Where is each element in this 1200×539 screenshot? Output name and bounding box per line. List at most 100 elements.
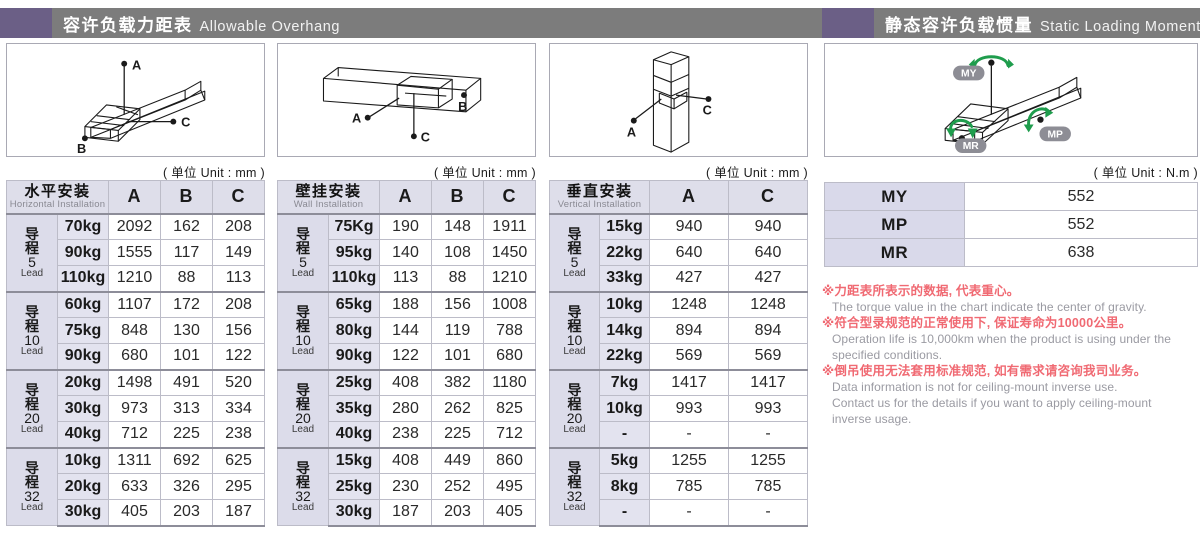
lead-group-label-32: 导程 32 Lead [277, 446, 329, 526]
diagram-label-a: A [132, 58, 141, 73]
value-cell-b: 491 [160, 368, 213, 396]
value-cell-b: 326 [160, 473, 213, 500]
table-row: --- [550, 421, 808, 449]
value-cell-a: 569 [649, 343, 729, 371]
lead-cn-2: 程 [25, 239, 39, 256]
header-title-cn: 容许负载力距表 [63, 15, 193, 35]
weight-cell: 15kg [328, 446, 380, 474]
table-row: 导程 32 Lead 15kg 408 449 860 [277, 446, 536, 526]
value-cell-b: 203 [431, 499, 484, 527]
weight-cell: 40kg [328, 421, 380, 449]
note-en-3-2: Contact us for the details if you want t… [832, 395, 1152, 410]
value-cell-b: 225 [160, 421, 213, 449]
value-cell-a: 238 [379, 421, 432, 449]
weight-cell: 75kg [57, 317, 109, 344]
header-title-en: Static Loading Moment [1040, 18, 1200, 35]
lead-en: Lead [563, 345, 586, 357]
table-header-title-cn: 水平安装 [24, 183, 91, 201]
table-row: 导程 10 Lead 10kg 1248 1248 [549, 290, 808, 370]
table-header-title: 水平安装 Horizontal Installation [6, 180, 109, 214]
notes-block: ※力距表所表示的数据, 代表重心。 The torque value in the… [822, 283, 1200, 427]
lead-number: 5 [28, 253, 36, 270]
value-cell-c: 208 [212, 212, 265, 240]
lead-cn-2: 程 [25, 395, 39, 412]
table-header-title-en: Wall Installation [293, 199, 364, 211]
lead-cn-2: 程 [567, 473, 582, 490]
weight-cell: 65kg [328, 290, 380, 318]
value-cell-c: 1450 [483, 239, 536, 266]
lead-group-label-10: 导程 10 Lead [549, 290, 600, 370]
value-cell-a: 1417 [649, 368, 729, 396]
diagram-horizontal-installation: A C B [6, 43, 265, 157]
table-row: 导程 32 Lead 5kg 1255 1255 [549, 446, 808, 526]
moment-label-my: MY [824, 182, 965, 211]
value-cell-a: 640 [649, 239, 729, 266]
table-row: 80kg 144 119 788 [278, 317, 536, 344]
value-cell-c: 495 [483, 473, 536, 500]
value-cell-b: 88 [431, 265, 484, 293]
weight-cell: 20kg [57, 473, 109, 500]
lead-cn-1: 导 [296, 381, 310, 398]
weight-cell: 15kg [599, 212, 650, 240]
value-cell-c: 208 [212, 290, 265, 318]
table-row: 8kg 785 785 [550, 473, 808, 500]
diagram-vertical-installation: A C [549, 43, 808, 157]
table-header-title: 壁挂安装 Wall Installation [277, 180, 380, 214]
table-wall-installation: 壁挂安装 Wall Installation A B C 导程 5 Lead 75Kg 190 14… [277, 180, 536, 527]
moment-value-my: 552 [964, 182, 1198, 211]
weight-cell: 30kg [57, 395, 109, 422]
table-row: 导程 5 Lead 75Kg 190 148 1911 [277, 212, 536, 292]
value-cell-a: 1498 [108, 368, 161, 396]
weight-cell: 90kg [57, 239, 109, 266]
table-row: 14kg 894 894 [550, 317, 808, 344]
value-cell-c: 405 [483, 499, 536, 527]
lead-cn-2: 程 [567, 317, 582, 334]
table-column-header-c: C [212, 180, 265, 214]
value-cell-b: 203 [160, 499, 213, 527]
diagram-static-loading-moment: MY MP MR [824, 43, 1198, 157]
header-title-en: Allowable Overhang [199, 18, 341, 35]
header-titles: 容许负载力距表 Allowable Overhang [52, 11, 340, 36]
value-cell-c: 1180 [483, 368, 536, 396]
value-cell-a: 405 [108, 499, 161, 527]
value-cell-b: 108 [431, 239, 484, 266]
diagram-label-c: C [181, 115, 190, 130]
lead-cn-1: 导 [296, 303, 310, 320]
note-cn-1: ※力距表所表示的数据, 代表重心。 [822, 284, 1020, 298]
value-cell-a: 848 [108, 317, 161, 344]
value-cell-b: 225 [431, 421, 484, 449]
value-cell-a: 633 [108, 473, 161, 500]
value-cell-c: 680 [483, 343, 536, 371]
note-en-1-1: The torque value in the chart indicate t… [832, 299, 1147, 314]
header-titles: 静态容许负载惯量 Static Loading Moment [874, 11, 1200, 36]
value-cell-a: 144 [379, 317, 432, 344]
weight-cell: 60kg [57, 290, 109, 318]
value-cell-a: 993 [649, 395, 729, 422]
value-cell-c: 860 [483, 446, 536, 474]
value-cell-b: 156 [431, 290, 484, 318]
table-row: 20kg 633 326 295 [7, 473, 265, 500]
moment-row: MR 638 [824, 238, 1198, 267]
value-cell-c: 238 [212, 421, 265, 449]
weight-cell: 20kg [57, 368, 109, 396]
value-cell-c: 993 [728, 395, 808, 422]
value-cell-a: 122 [379, 343, 432, 371]
note-en-3-3: inverse usage. [832, 411, 912, 426]
value-cell-a: 113 [379, 265, 432, 293]
diagram-label-a: A [627, 124, 636, 139]
lead-number: 32 [295, 487, 311, 504]
header-accent-block [822, 8, 874, 38]
unit-caption-vertical: ( 单位 Unit : mm ) [705, 166, 808, 180]
table-row: 30kg 187 203 405 [278, 499, 536, 527]
value-cell-c: 1255 [728, 446, 808, 474]
value-cell-c: 295 [212, 473, 265, 500]
moment-label-mr: MR [824, 238, 965, 267]
value-cell-c: 894 [728, 317, 808, 344]
lead-cn-1: 导 [567, 381, 582, 398]
table-header-title: 垂直安装 Vertical Installation [549, 180, 650, 214]
lead-group-label-10: 导程 10 Lead [6, 290, 58, 370]
table-header-title-en: Horizontal Installation [9, 199, 106, 211]
weight-cell: 22kg [599, 343, 650, 371]
lead-en: Lead [291, 345, 315, 357]
weight-cell: 10kg [57, 446, 109, 474]
